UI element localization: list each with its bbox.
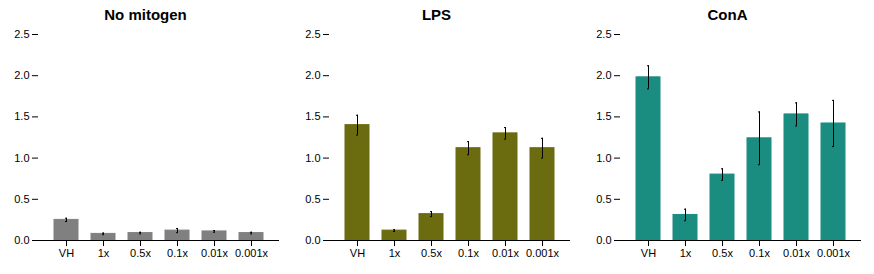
svg-text:1x: 1x — [680, 247, 692, 259]
svg-text:0.01x: 0.01x — [492, 247, 519, 259]
svg-text:0.01x: 0.01x — [783, 247, 810, 259]
svg-text:1.5: 1.5 — [305, 110, 320, 122]
html-text:No mitogen: No mitogen — [104, 6, 187, 23]
svg-text:VH: VH — [641, 247, 656, 259]
svg-text:0.5: 0.5 — [14, 193, 29, 205]
svg-text:1.5: 1.5 — [14, 110, 29, 122]
svg-text:0.1x: 0.1x — [458, 247, 479, 259]
svg-text:0.5x: 0.5x — [712, 247, 733, 259]
svg-text:0.0: 0.0 — [596, 234, 611, 246]
svg-text:2.0: 2.0 — [305, 69, 320, 81]
svg-text:1.5: 1.5 — [596, 110, 611, 122]
svg-text:0.5: 0.5 — [596, 193, 611, 205]
svg-text:0.5x: 0.5x — [130, 247, 151, 259]
svg-text:1x: 1x — [389, 247, 401, 259]
svg-text:VH: VH — [59, 247, 74, 259]
svg-text:0.1x: 0.1x — [167, 247, 188, 259]
svg-text:2.0: 2.0 — [14, 69, 29, 81]
svg-text:1.0: 1.0 — [305, 152, 320, 164]
svg-text:0.1x: 0.1x — [749, 247, 770, 259]
html-text:LPS: LPS — [421, 6, 452, 23]
svg-text:0.5: 0.5 — [305, 193, 320, 205]
svg-text:1.0: 1.0 — [14, 152, 29, 164]
svg-text:VH: VH — [350, 247, 365, 259]
svg-text:0.001x: 0.001x — [235, 247, 269, 259]
svg-text:0.001x: 0.001x — [526, 247, 560, 259]
svg-text:2.0: 2.0 — [596, 69, 611, 81]
html-text:ConA: ConA — [707, 6, 748, 23]
svg-text:0.001x: 0.001x — [817, 247, 851, 259]
svg-text:0.0: 0.0 — [305, 234, 320, 246]
svg-text:2.5: 2.5 — [305, 28, 320, 40]
svg-text:1.0: 1.0 — [596, 152, 611, 164]
svg-text:1x: 1x — [98, 247, 110, 259]
svg-text:2.5: 2.5 — [14, 28, 29, 40]
svg-text:0.0: 0.0 — [14, 234, 29, 246]
svg-text:0.5x: 0.5x — [421, 247, 442, 259]
svg-text:0.01x: 0.01x — [201, 247, 228, 259]
svg-text:2.5: 2.5 — [596, 28, 611, 40]
